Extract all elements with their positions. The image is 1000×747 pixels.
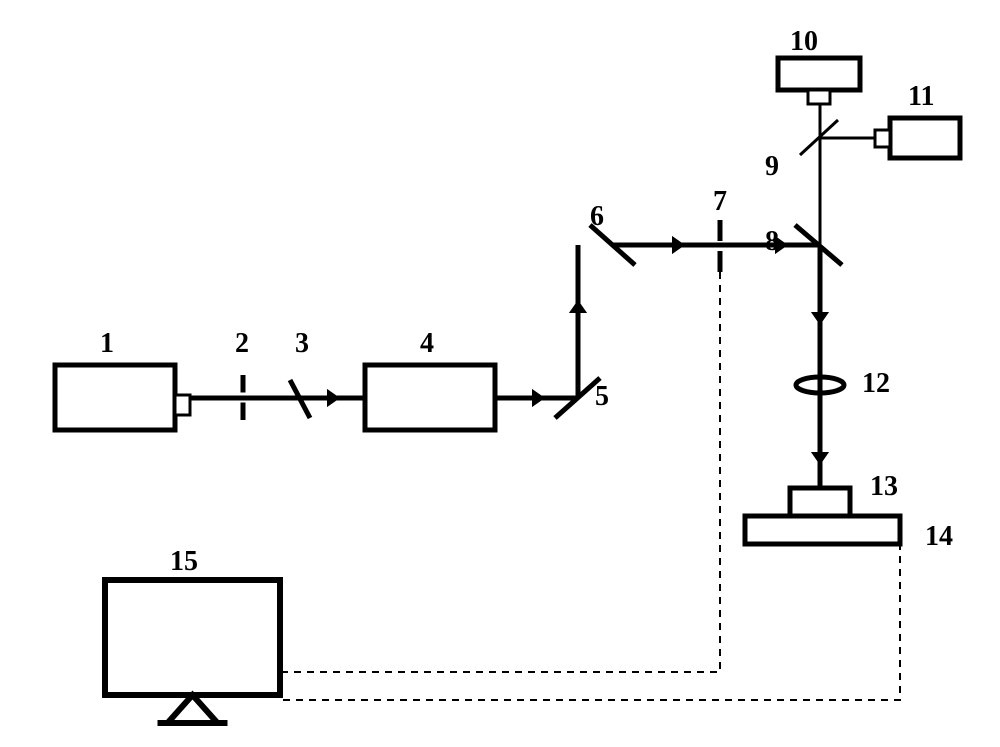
label-n2: 2 — [235, 328, 249, 359]
control-line-shutter-to-pc — [280, 272, 720, 672]
label-n3: 3 — [295, 328, 309, 359]
label-n7: 7 — [713, 186, 727, 217]
beam-arrowhead — [569, 300, 587, 313]
label-n9: 9 — [765, 151, 779, 182]
control-line-stage-to-pc — [280, 530, 900, 700]
component-10-port — [808, 90, 830, 104]
monitor-stand — [168, 695, 218, 723]
monitor-15 — [105, 580, 280, 695]
label-n4: 4 — [420, 328, 434, 359]
label-n12: 12 — [862, 368, 890, 399]
beam-arrowhead — [672, 236, 685, 254]
label-n6: 6 — [590, 201, 604, 232]
component-11-port — [875, 130, 890, 147]
label-n10: 10 — [790, 26, 818, 57]
component-13 — [790, 488, 850, 516]
label-n8: 8 — [765, 226, 779, 257]
label-n1: 1 — [100, 328, 114, 359]
beam-arrowhead — [811, 312, 829, 325]
component-11 — [890, 118, 960, 158]
beam-arrowhead — [811, 452, 829, 465]
label-n11: 11 — [908, 81, 934, 112]
component-14-stage — [745, 516, 900, 544]
component-1 — [55, 365, 175, 430]
beam-arrowhead — [327, 389, 340, 407]
component-10 — [778, 58, 860, 90]
label-n14: 14 — [925, 521, 953, 552]
beam-arrowhead — [532, 389, 545, 407]
label-n5: 5 — [595, 381, 609, 412]
label-n15: 15 — [170, 546, 198, 577]
label-n13: 13 — [870, 471, 898, 502]
component-1-port — [175, 395, 190, 415]
component-4 — [365, 365, 495, 430]
